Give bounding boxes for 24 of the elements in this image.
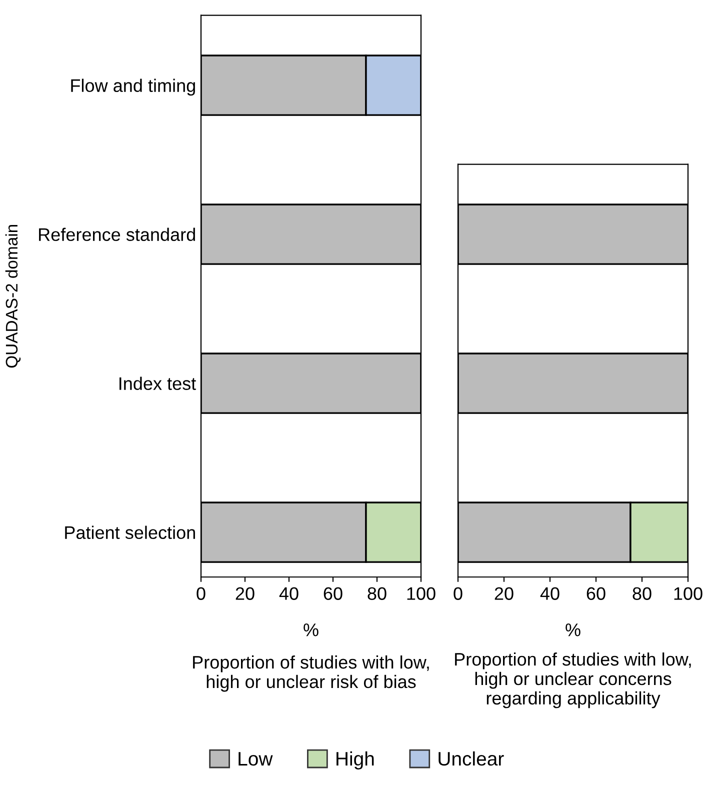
x-tick-label: 60 [586,587,606,600]
x-tick-label: 100 [674,587,702,600]
x-axis-title: % [566,624,580,636]
x-tick-label: 40 [279,587,298,600]
y-tick-label: Index test [120,376,196,390]
x-tick-label: 20 [236,587,254,600]
text: Proportion of studies with low, high or unclear risk of bias [193,655,429,692]
legend-label: Low [238,752,273,766]
x-tick-label: 0 [454,587,462,600]
y-tick-label: Reference standard [39,228,195,242]
x-tick-label: 60 [324,587,342,600]
x-tick-label: 100 [407,587,436,600]
x-tick-label: 0 [196,587,206,600]
y-tick-label: Flow and timing [71,78,195,96]
legend-label: High [336,751,374,770]
x-tick-label: 80 [368,587,386,600]
x-tick-label: 80 [632,587,652,600]
y-axis-title: QUADAS-2 domain [5,224,21,368]
legend-label: Unclear [438,751,504,766]
x-tick-label: 40 [540,587,560,600]
text: Proportion of studies with low, high or unclear concerns regarding applicability [455,652,691,708]
y-tick-label: Patient selection [65,526,195,540]
x-tick-label: 20 [494,587,514,600]
x-axis-title: % [304,624,318,636]
